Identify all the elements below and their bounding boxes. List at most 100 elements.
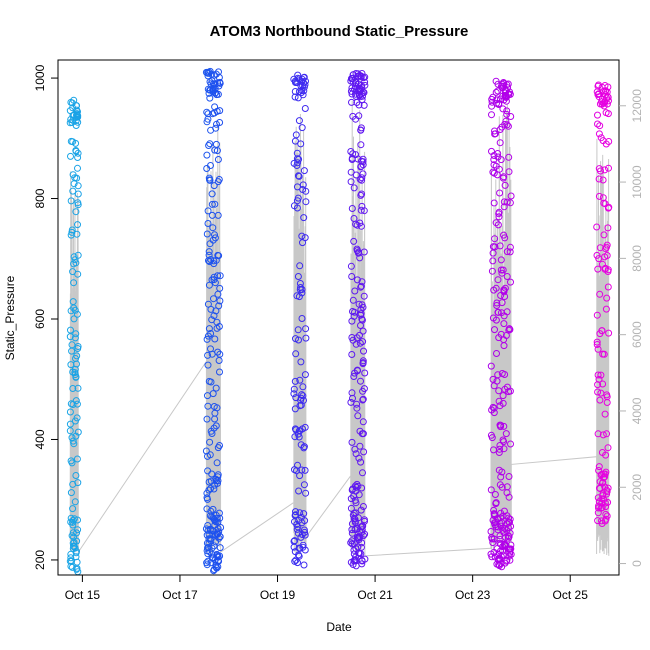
y2-tick-label: 6000 xyxy=(630,321,644,348)
data-point xyxy=(602,503,610,511)
x-tick-label: Oct 23 xyxy=(455,588,491,602)
data-point xyxy=(74,199,82,207)
data-point xyxy=(351,369,359,377)
data-point xyxy=(494,150,502,157)
data-point xyxy=(209,390,217,398)
data-point xyxy=(495,449,503,456)
data-point xyxy=(497,547,504,555)
data-point xyxy=(72,330,80,338)
data-point xyxy=(203,415,211,423)
data-point xyxy=(498,299,506,307)
data-point xyxy=(359,327,367,335)
data-point xyxy=(74,516,81,524)
data-point xyxy=(488,98,496,106)
data-point xyxy=(215,509,223,517)
data-point xyxy=(204,402,212,410)
data-point xyxy=(296,376,304,384)
data-point xyxy=(204,332,212,340)
data-point xyxy=(347,178,355,186)
data-point xyxy=(294,94,302,102)
data-point xyxy=(214,178,222,186)
data-point xyxy=(71,256,79,264)
data-point xyxy=(210,295,217,303)
data-point xyxy=(491,491,499,498)
data-point xyxy=(301,531,309,539)
data-point xyxy=(74,164,81,172)
data-point xyxy=(602,468,610,476)
data-point xyxy=(214,557,222,565)
data-point xyxy=(599,492,607,500)
data-point xyxy=(207,485,214,493)
data-point xyxy=(357,141,365,149)
data-point xyxy=(487,362,495,370)
data-point xyxy=(203,108,211,116)
data-point xyxy=(593,338,601,346)
data-point xyxy=(357,506,365,514)
data-point xyxy=(507,278,514,286)
data-point xyxy=(69,516,77,524)
data-point xyxy=(349,308,356,315)
x-axis: Oct 15 Oct 17 Oct 19 Oct 21 Oct 23 Oct 25 xyxy=(65,574,588,602)
data-point xyxy=(205,68,213,76)
data-point xyxy=(302,489,310,497)
data-point xyxy=(506,518,513,526)
data-point xyxy=(216,297,224,305)
data-point xyxy=(361,369,369,377)
data-point xyxy=(497,292,505,299)
data-point xyxy=(492,162,500,170)
data-point xyxy=(360,248,368,256)
data-point xyxy=(350,373,358,380)
data-point xyxy=(357,458,365,466)
data-point xyxy=(602,109,610,117)
data-point xyxy=(299,186,307,193)
secondary-y-axis: 0 2000 4000 6000 8000 10000 12000 xyxy=(619,89,644,567)
data-point xyxy=(496,445,503,453)
data-point xyxy=(74,428,82,436)
data-point xyxy=(214,156,222,163)
data-point xyxy=(348,438,356,446)
data-point xyxy=(504,534,512,542)
data-point xyxy=(489,314,497,322)
data-point xyxy=(490,199,498,207)
data-point xyxy=(293,521,301,528)
data-point xyxy=(69,401,77,408)
data-point xyxy=(507,192,515,200)
x-tick-label: Oct 21 xyxy=(357,588,393,602)
data-point xyxy=(294,461,301,469)
data-point xyxy=(66,408,74,416)
data-point xyxy=(300,481,308,489)
data-point xyxy=(602,510,610,518)
data-point xyxy=(212,538,220,546)
data-point xyxy=(492,88,500,96)
data-point xyxy=(352,340,360,348)
data-point xyxy=(491,521,499,529)
data-point xyxy=(600,102,608,110)
data-point xyxy=(505,473,513,480)
data-point xyxy=(359,360,367,368)
data-point xyxy=(502,97,510,105)
data-point xyxy=(290,202,298,210)
data-point xyxy=(361,517,368,525)
data-point xyxy=(601,410,609,418)
data-point xyxy=(493,299,501,307)
data-point xyxy=(72,472,80,479)
data-point xyxy=(69,268,77,276)
data-point xyxy=(212,384,220,392)
data-point xyxy=(489,257,497,265)
data-point xyxy=(595,375,603,383)
data-point xyxy=(208,190,216,198)
data-point xyxy=(352,151,360,159)
data-point xyxy=(595,130,603,138)
data-point xyxy=(69,480,77,488)
data-point xyxy=(597,371,605,379)
data-point xyxy=(205,89,213,97)
data-point xyxy=(499,547,507,555)
data-point xyxy=(72,553,80,561)
data-point xyxy=(497,256,505,264)
data-point xyxy=(356,442,364,450)
y2-tick-label: 4000 xyxy=(630,397,644,424)
data-point xyxy=(216,544,224,552)
data-point xyxy=(74,182,82,190)
x-tick-label: Oct 17 xyxy=(162,588,198,602)
data-point xyxy=(500,422,508,430)
